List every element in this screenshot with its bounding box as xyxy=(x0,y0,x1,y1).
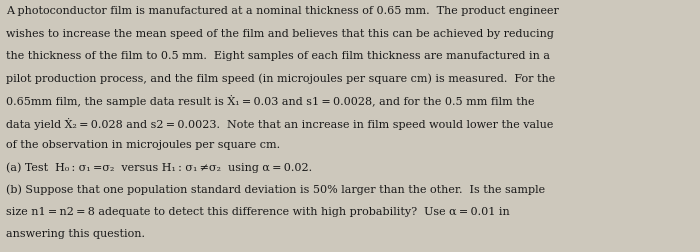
Text: 0.65mm film, the sample data result is Ẋ₁ = 0.03 and s1 = 0.0028, and for the 0.: 0.65mm film, the sample data result is Ẋ… xyxy=(6,95,534,107)
Text: A photoconductor film is manufactured at a nominal thickness of 0.65 mm.  The pr: A photoconductor film is manufactured at… xyxy=(6,6,559,16)
Text: the thickness of the film to 0.5 mm.  Eight samples of each film thickness are m: the thickness of the film to 0.5 mm. Eig… xyxy=(6,51,550,61)
Text: size n1 = n2 = 8 adequate to detect this difference with high probability?  Use : size n1 = n2 = 8 adequate to detect this… xyxy=(6,206,510,216)
Text: data yield Ẋ₂ = 0.028 and s2 = 0.0023.  Note that an increase in film speed woul: data yield Ẋ₂ = 0.028 and s2 = 0.0023. N… xyxy=(6,117,553,129)
Text: pilot production process, and the film speed (in microjoules per square cm) is m: pilot production process, and the film s… xyxy=(6,73,555,83)
Text: answering this question.: answering this question. xyxy=(6,228,145,238)
Text: (b) Suppose that one population standard deviation is 50% larger than the other.: (b) Suppose that one population standard… xyxy=(6,184,545,194)
Text: of the observation in microjoules per square cm.: of the observation in microjoules per sq… xyxy=(6,139,280,149)
Text: (a) Test  H₀ : σ₁ =σ₂  versus H₁ : σ₁ ≠σ₂  using α = 0.02.: (a) Test H₀ : σ₁ =σ₂ versus H₁ : σ₁ ≠σ₂ … xyxy=(6,162,312,172)
Text: wishes to increase the mean speed of the film and believes that this can be achi: wishes to increase the mean speed of the… xyxy=(6,28,554,39)
